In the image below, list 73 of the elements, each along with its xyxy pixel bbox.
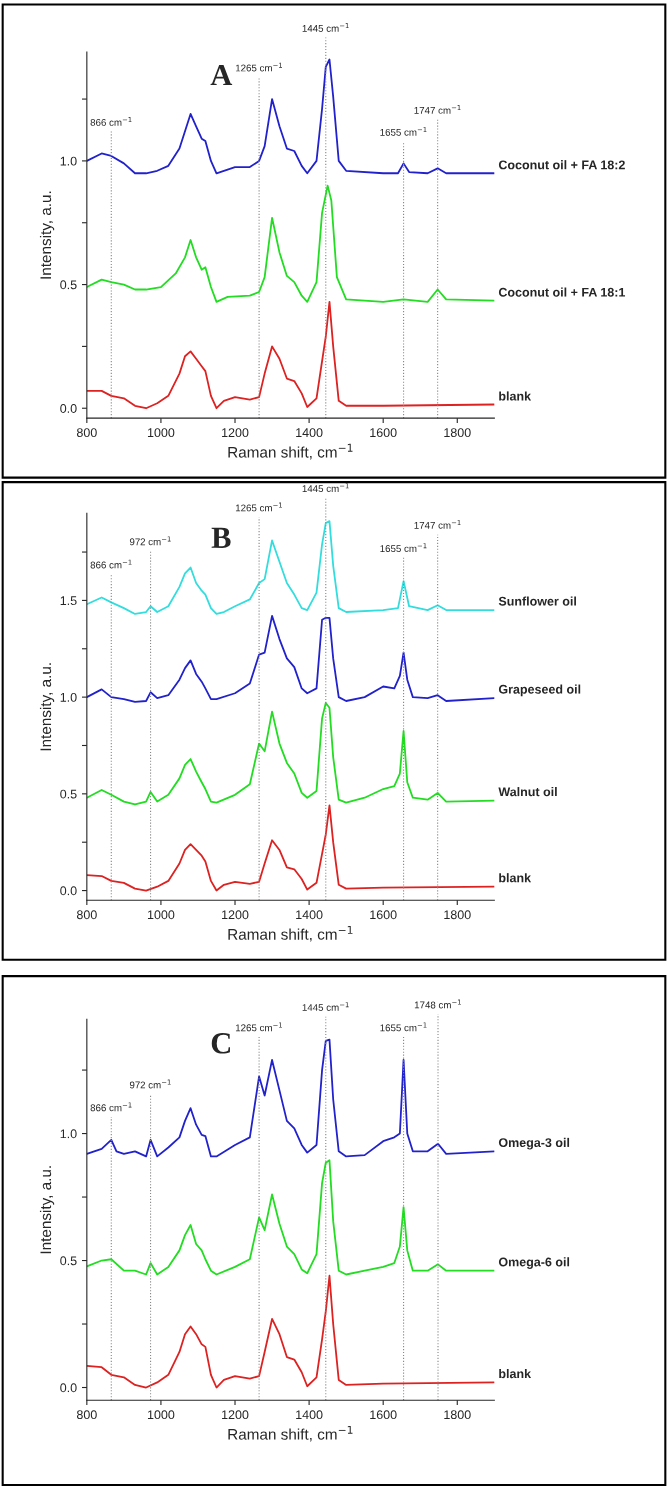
ref-line-label: 1748 cm$^{−1}$ [414, 999, 461, 1009]
line-series [86, 1274, 495, 1389]
y-axis-title: Intensity, a.u. [39, 663, 55, 751]
line-series [86, 804, 495, 892]
ref-line-label: 1445 cm$^{−1}$ [302, 23, 349, 32]
y-tick-label: 0.0 [60, 1383, 77, 1393]
ref-line-label: 866 cm$^{−1}$ [90, 559, 132, 569]
series-label: blank [499, 1368, 532, 1379]
x-tick-label: 1000 [147, 910, 175, 920]
ref-line-label: 1445 cm$^{−1}$ [302, 1002, 349, 1011]
line-series [86, 614, 495, 703]
ref-line-label: 1445 cm$^{−1}$ [302, 483, 349, 493]
series-label: Walnut oil [498, 787, 557, 797]
ref-line-label: 1747 cm$^{−1}$ [414, 105, 461, 114]
ref-line-label: 866 cm$^{−1}$ [90, 117, 132, 126]
series-label: blank [499, 391, 532, 401]
ref-line-label: 1655 cm$^{−1}$ [380, 543, 427, 552]
ref-line-label: 1655 cm$^{−1}$ [380, 1022, 427, 1032]
x-tick-label: 800 [76, 428, 97, 438]
y-tick-label: 1.0 [60, 156, 77, 166]
series-label: Coconut oil + FA 18:2 [498, 160, 625, 170]
y-tick-label: 1.0 [60, 1129, 77, 1139]
x-tick-label: 1200 [222, 1410, 249, 1420]
y-tick-label: 0.0 [60, 404, 77, 413]
line-series [86, 184, 495, 303]
annotation: C [211, 1033, 231, 1054]
x-tick-label: 1600 [370, 428, 397, 438]
y-tick-label: 0.5 [60, 1256, 77, 1266]
y-tick-label: 0.5 [60, 280, 77, 290]
annotation: A [210, 64, 233, 86]
y-tick-label: 1.5 [60, 596, 77, 606]
x-tick-label: 1200 [222, 428, 249, 438]
ref-line-label: 1265 cm$^{−1}$ [235, 1022, 283, 1032]
ref-line-label: 972 cm$^{−1}$ [129, 536, 171, 546]
x-tick-label: 1400 [296, 910, 323, 920]
x-tick-label: 1400 [296, 1410, 323, 1420]
x-tick-label: 1600 [370, 910, 397, 920]
series-label: Sunflower oil [498, 596, 576, 606]
ref-line-label: 866 cm$^{−1}$ [90, 1102, 132, 1112]
y-tick-label: 1.0 [60, 692, 77, 702]
x-tick-label: 1000 [147, 1410, 175, 1420]
ref-line-label: 1747 cm$^{−1}$ [414, 520, 461, 529]
x-tick-label: 800 [76, 910, 97, 920]
ref-line-label: 1265 cm$^{−1}$ [235, 502, 283, 512]
line-series [86, 702, 495, 806]
x-tick-label: 1800 [444, 428, 471, 438]
x-axis-title: Raman shift, cm$^{−1}$ [228, 1425, 353, 1442]
x-tick-label: 800 [76, 1410, 97, 1420]
ref-line-label: 1655 cm$^{−1}$ [380, 126, 427, 136]
y-axis-title: Intensity, a.u. [39, 1166, 55, 1254]
series-label: Grapeseed oil [498, 684, 581, 697]
annotation: B [211, 527, 231, 548]
x-axis-title: Raman shift, cm$^{−1}$ [228, 443, 353, 460]
ref-line-label: 1265 cm$^{−1}$ [235, 62, 283, 72]
line-series [86, 58, 495, 175]
series-label: Omega-3 oil [498, 1137, 570, 1150]
ref-line-label: 972 cm$^{−1}$ [129, 1079, 171, 1089]
x-tick-label: 1800 [444, 1410, 471, 1420]
x-tick-label: 1800 [444, 910, 471, 920]
x-tick-label: 1200 [222, 910, 249, 920]
line-series [86, 300, 495, 410]
x-tick-label: 1000 [147, 428, 175, 438]
y-tick-label: 0.0 [60, 886, 77, 896]
line-series [86, 1159, 495, 1276]
x-axis-title: Raman shift, cm$^{−1}$ [228, 925, 353, 942]
y-axis-title: Intensity, a.u. [39, 191, 55, 279]
x-tick-label: 1600 [370, 1410, 397, 1420]
y-tick-label: 0.5 [60, 789, 77, 799]
series-label: blank [499, 873, 532, 883]
x-tick-label: 1400 [296, 428, 323, 438]
series-label: Omega-6 oil [498, 1257, 570, 1269]
series-label: Coconut oil + FA 18:1 [498, 287, 626, 297]
line-series [86, 520, 495, 615]
